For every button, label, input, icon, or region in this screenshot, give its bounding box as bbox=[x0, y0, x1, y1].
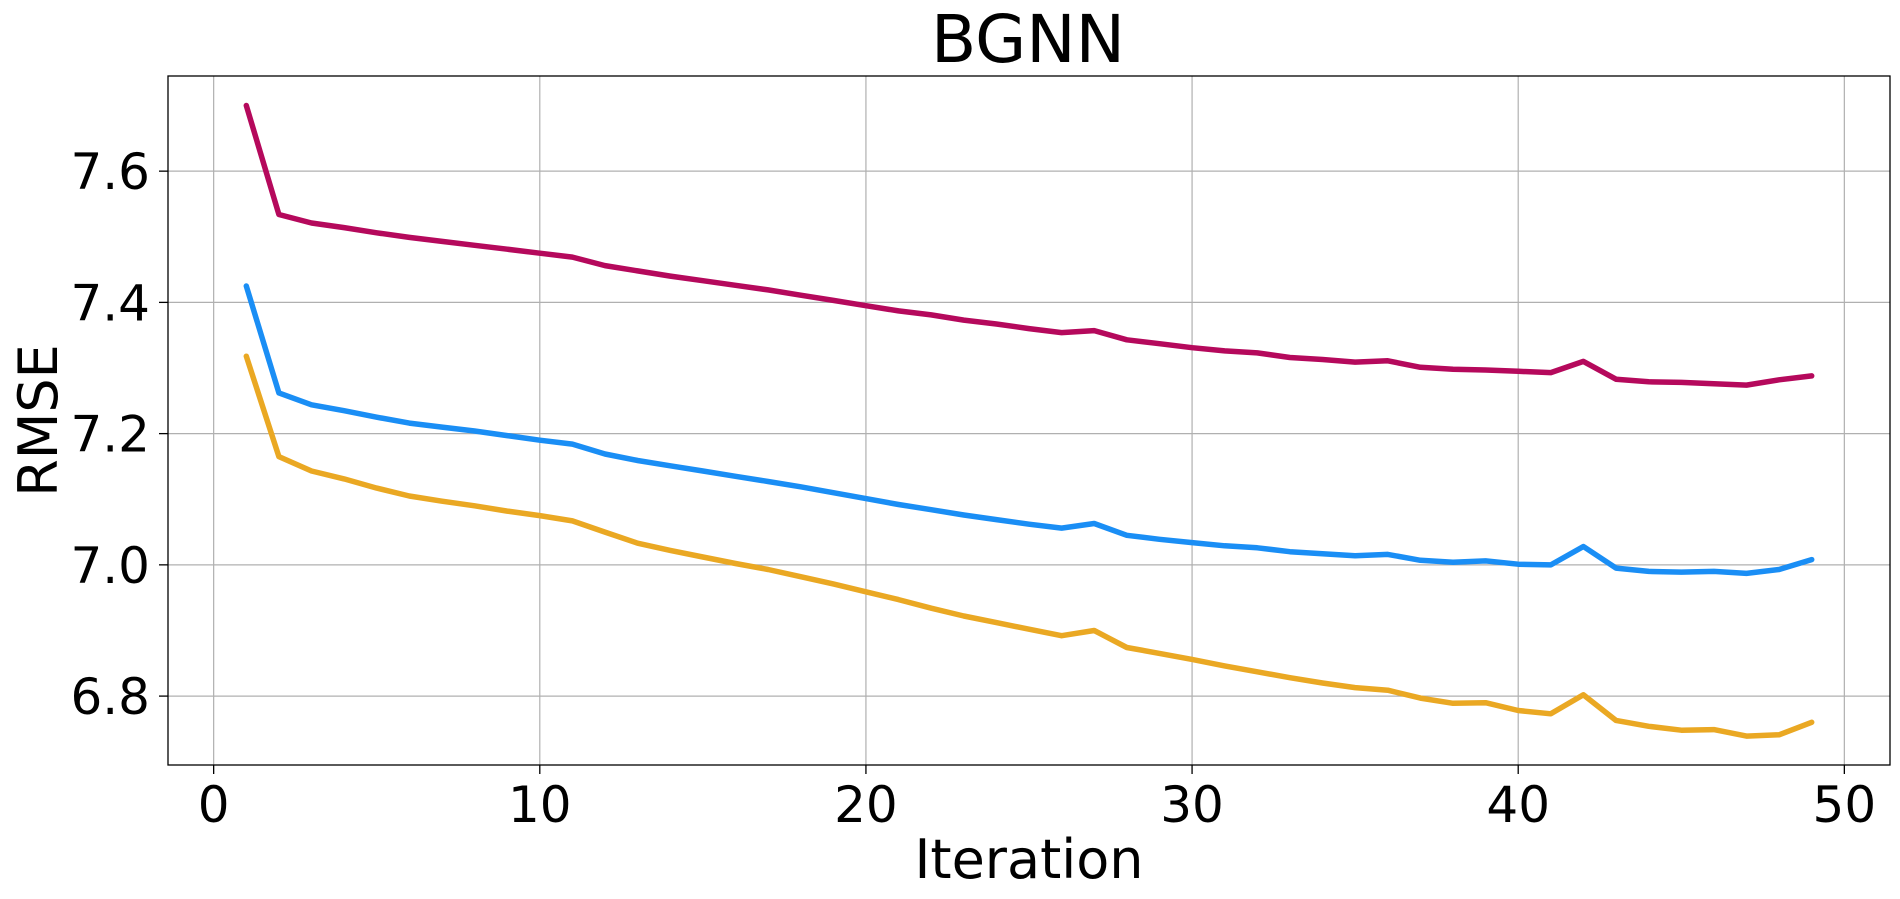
y-tick-label: 6.8 bbox=[70, 668, 150, 726]
y-tick-label: 7.2 bbox=[70, 406, 150, 464]
x-tick-label: 0 bbox=[198, 776, 230, 834]
x-tick-label: 30 bbox=[1160, 776, 1224, 834]
y-axis-label: RMSE bbox=[7, 344, 70, 497]
x-tick-label: 10 bbox=[508, 776, 572, 834]
plot-frame bbox=[167, 75, 1891, 766]
series-line-2 bbox=[243, 283, 1815, 577]
series-line-1 bbox=[243, 102, 1815, 388]
y-tick-label: 7.0 bbox=[70, 537, 150, 595]
grid bbox=[168, 76, 1890, 765]
x-tick-label: 20 bbox=[834, 776, 898, 834]
y-axis: 6.8 7.0 7.2 7.4 7.6 bbox=[70, 143, 168, 726]
chart-title: BGNN bbox=[931, 1, 1125, 78]
series-line-3 bbox=[243, 353, 1815, 739]
x-axis: 0 10 20 30 40 50 bbox=[198, 765, 1876, 834]
series-group bbox=[243, 102, 1815, 739]
y-tick-label: 7.4 bbox=[70, 274, 150, 332]
x-tick-label: 40 bbox=[1486, 776, 1550, 834]
x-axis-label: Iteration bbox=[914, 828, 1143, 891]
x-tick-label: 50 bbox=[1813, 776, 1877, 834]
y-tick-label: 7.6 bbox=[70, 143, 150, 201]
